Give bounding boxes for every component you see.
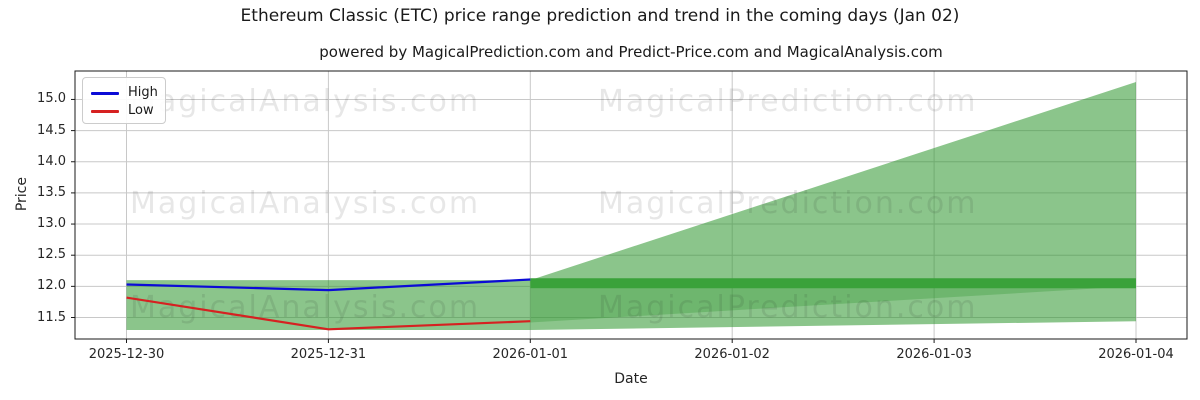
- legend-label: Low: [128, 103, 154, 118]
- low-line: [126, 296, 531, 331]
- legend-item-low: Low: [91, 102, 157, 120]
- x-tick-label: 2026-01-02: [694, 347, 770, 362]
- chart-title: Ethereum Classic (ETC) price range predi…: [240, 6, 960, 26]
- forecast-low-wedge: [530, 286, 1130, 323]
- high-line-swatch-icon: [91, 91, 119, 95]
- watermark-analysis: MagicalAnalysis.com: [130, 186, 481, 221]
- y-axis-title: Price: [14, 177, 30, 212]
- history-range-band: [126, 280, 531, 330]
- y-tick-label: 14.5: [37, 122, 66, 138]
- y-tick-label: 13.0: [37, 216, 66, 232]
- x-tick-label: 2025-12-30: [88, 347, 165, 362]
- x-tick-label: 2026-01-03: [896, 347, 972, 362]
- y-tick-label: 11.5: [37, 309, 66, 325]
- plot-border: [74, 70, 1188, 340]
- forecast-fan: [530, 82, 1136, 330]
- x-tick-label: 2026-01-04: [1098, 347, 1174, 362]
- watermark-prediction: MagicalPrediction.com: [598, 290, 978, 325]
- y-tick-label: 14.0: [37, 153, 66, 169]
- forecast-trend-band: [530, 278, 1136, 289]
- chart-subtitle: powered by MagicalPrediction.com and Pre…: [319, 43, 943, 61]
- x-tick-label: 2026-01-01: [492, 347, 569, 362]
- high-line: [126, 278, 531, 292]
- y-tick-label: 13.5: [37, 184, 66, 200]
- y-tick-label: 12.5: [37, 247, 66, 263]
- y-tick-label: 12.0: [37, 278, 66, 294]
- x-tick-label: 2025-12-31: [290, 347, 367, 362]
- legend-item-high: High: [91, 84, 158, 102]
- x-axis-title: Date: [614, 371, 648, 387]
- y-tick-label: 15.0: [37, 91, 66, 107]
- watermark-prediction: MagicalPrediction.com: [598, 186, 978, 221]
- watermark-analysis: MagicalAnalysis.com: [130, 84, 481, 119]
- legend-label: High: [128, 85, 158, 100]
- low-line-swatch-icon: [91, 109, 119, 113]
- watermark-prediction: MagicalPrediction.com: [598, 84, 978, 119]
- legend: High Low: [82, 77, 166, 124]
